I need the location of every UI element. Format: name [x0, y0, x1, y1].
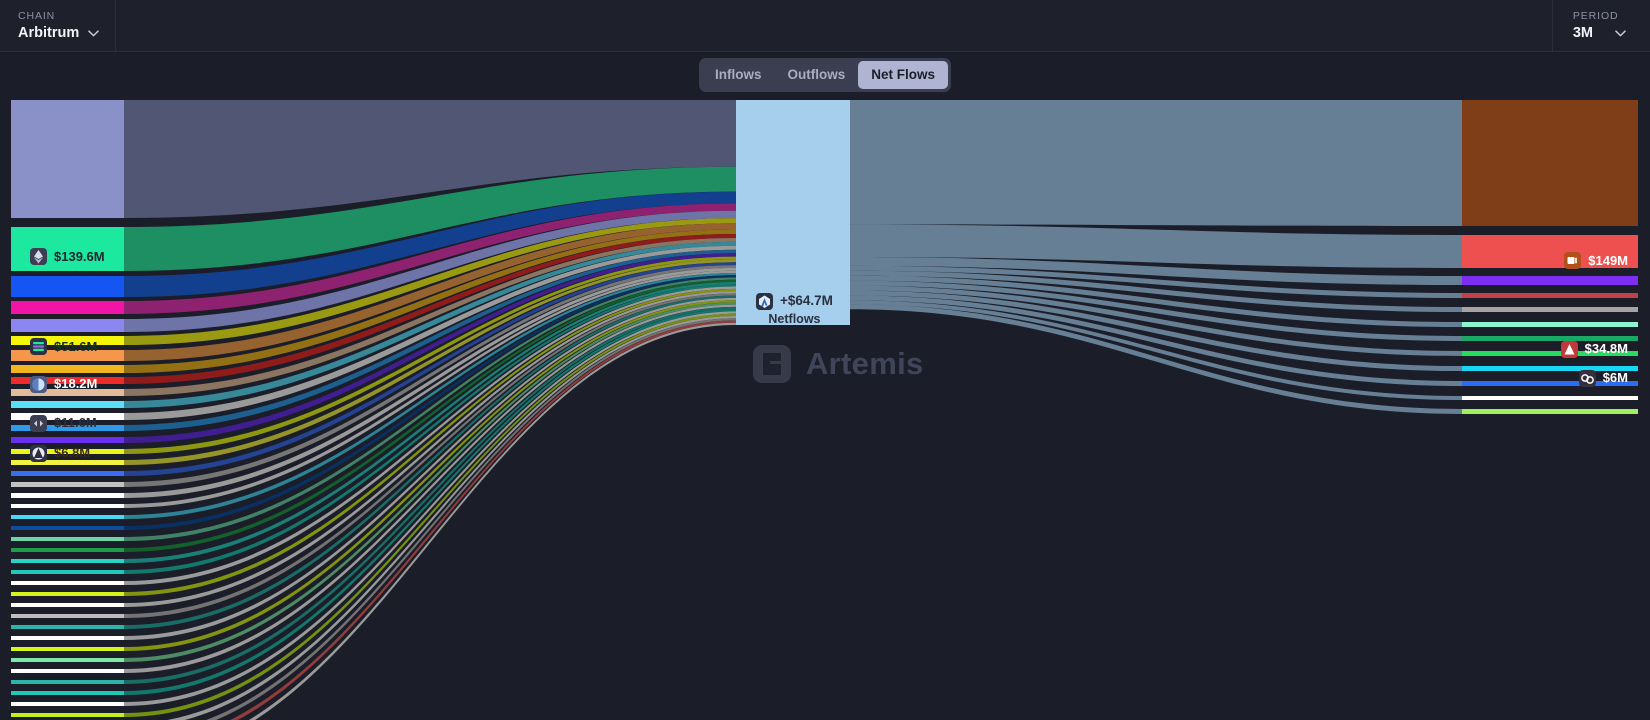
top-bar: CHAIN Arbitrum PERIOD 3M	[0, 0, 1650, 52]
sankey-out-node-manta[interactable]	[1462, 366, 1638, 371]
sankey-out-node-aptos[interactable]	[1462, 322, 1638, 327]
sankey-node-scroll[interactable]	[11, 437, 124, 443]
sankey-node-starknet[interactable]	[11, 471, 124, 476]
sankey-node-avalanche[interactable]	[11, 350, 124, 361]
sankey-node-evmos[interactable]	[11, 614, 124, 618]
sankey-node-bsc[interactable]	[11, 336, 124, 345]
tab-net-flows[interactable]: Net Flows	[858, 61, 948, 89]
sankey-node-aurora[interactable]	[11, 603, 124, 607]
sankey-node-rootstock[interactable]	[11, 691, 124, 695]
sankey-node-gnosis[interactable]	[11, 504, 124, 508]
tabs-container: Inflows Outflows Net Flows	[698, 58, 951, 92]
chain-selector[interactable]: CHAIN Arbitrum	[0, 0, 117, 52]
sankey-node-zora[interactable]	[11, 636, 124, 640]
sankey-node-zksync[interactable]	[11, 493, 124, 498]
sankey-node-aptos[interactable]	[11, 401, 124, 408]
sankey-node-zeta[interactable]	[11, 680, 124, 684]
sankey-node-manta[interactable]	[11, 515, 124, 519]
sankey-node-fantom[interactable]	[11, 537, 124, 541]
tab-inflows[interactable]: Inflows	[714, 67, 762, 82]
sankey-out-node-celo[interactable]	[1462, 409, 1638, 414]
sankey-center-node[interactable]	[736, 100, 850, 325]
period-selector-label: PERIOD	[1572, 9, 1619, 22]
sankey-out-node-tron[interactable]	[1462, 293, 1638, 298]
sankey-out-node-polygon[interactable]	[1462, 276, 1638, 285]
sankey-out-node-avalanche[interactable]	[1462, 235, 1638, 268]
sankey-out-node-solana[interactable]	[1462, 336, 1638, 341]
chain-selector-label: CHAIN	[18, 9, 56, 22]
sankey-node-base[interactable]	[11, 276, 124, 297]
sankey-node-celo[interactable]	[11, 449, 124, 454]
period-selector-value: 3M	[1572, 24, 1593, 41]
sankey-node-moonbeam[interactable]	[11, 548, 124, 552]
sankey-node-blast[interactable]	[11, 425, 124, 431]
sankey-node-canto[interactable]	[11, 625, 124, 629]
sankey-out-node-linea[interactable]	[1462, 396, 1638, 400]
sankey-node-ronin[interactable]	[11, 365, 124, 373]
sankey-node-linea[interactable]	[11, 482, 124, 487]
period-selector[interactable]: PERIOD 3M	[1551, 0, 1650, 52]
sankey-svg	[11, 100, 1638, 720]
sankey-node-taiko[interactable]	[11, 658, 124, 662]
chain-selector-value: Arbitrum	[18, 24, 80, 41]
sankey-node-klaytn[interactable]	[11, 581, 124, 585]
sankey-node-tron[interactable]	[11, 377, 124, 384]
sankey-node-ethereum[interactable]	[11, 100, 124, 218]
sankey-out-node-sui[interactable]	[1462, 307, 1638, 312]
chevron-down-icon	[88, 29, 99, 37]
sankey-node-kava[interactable]	[11, 570, 124, 574]
sankey-node-sei[interactable]	[11, 413, 124, 420]
sankey-node-sui[interactable]	[11, 389, 124, 396]
sankey-node-lisk[interactable]	[11, 713, 124, 717]
chevron-down-icon	[1615, 29, 1626, 37]
sankey-node-cronos[interactable]	[11, 559, 124, 563]
sankey-node-polygon[interactable]	[11, 301, 124, 314]
sankey-node-fraxtal[interactable]	[11, 669, 124, 673]
sankey-chart: $139.6M $51.6M $18.2M $11.6M $6.8M $149M $34.8…	[0, 98, 1650, 720]
sankey-node-mantle[interactable]	[11, 460, 124, 465]
flow-mode-tabs: Inflows Outflows Net Flows	[0, 58, 1650, 92]
sankey-node-optimism[interactable]	[11, 319, 124, 332]
sankey-out-node-base[interactable]	[1462, 100, 1638, 226]
sankey-node-mode[interactable]	[11, 647, 124, 651]
sankey-node-solana[interactable]	[11, 227, 124, 271]
sankey-node-metis[interactable]	[11, 526, 124, 530]
sankey-node-boba[interactable]	[11, 592, 124, 596]
tab-outflows[interactable]: Outflows	[787, 67, 846, 82]
sankey-out-node-fantom[interactable]	[1462, 351, 1638, 356]
sankey-node-astar[interactable]	[11, 702, 124, 706]
sankey-out-node-starknet[interactable]	[1462, 381, 1638, 386]
